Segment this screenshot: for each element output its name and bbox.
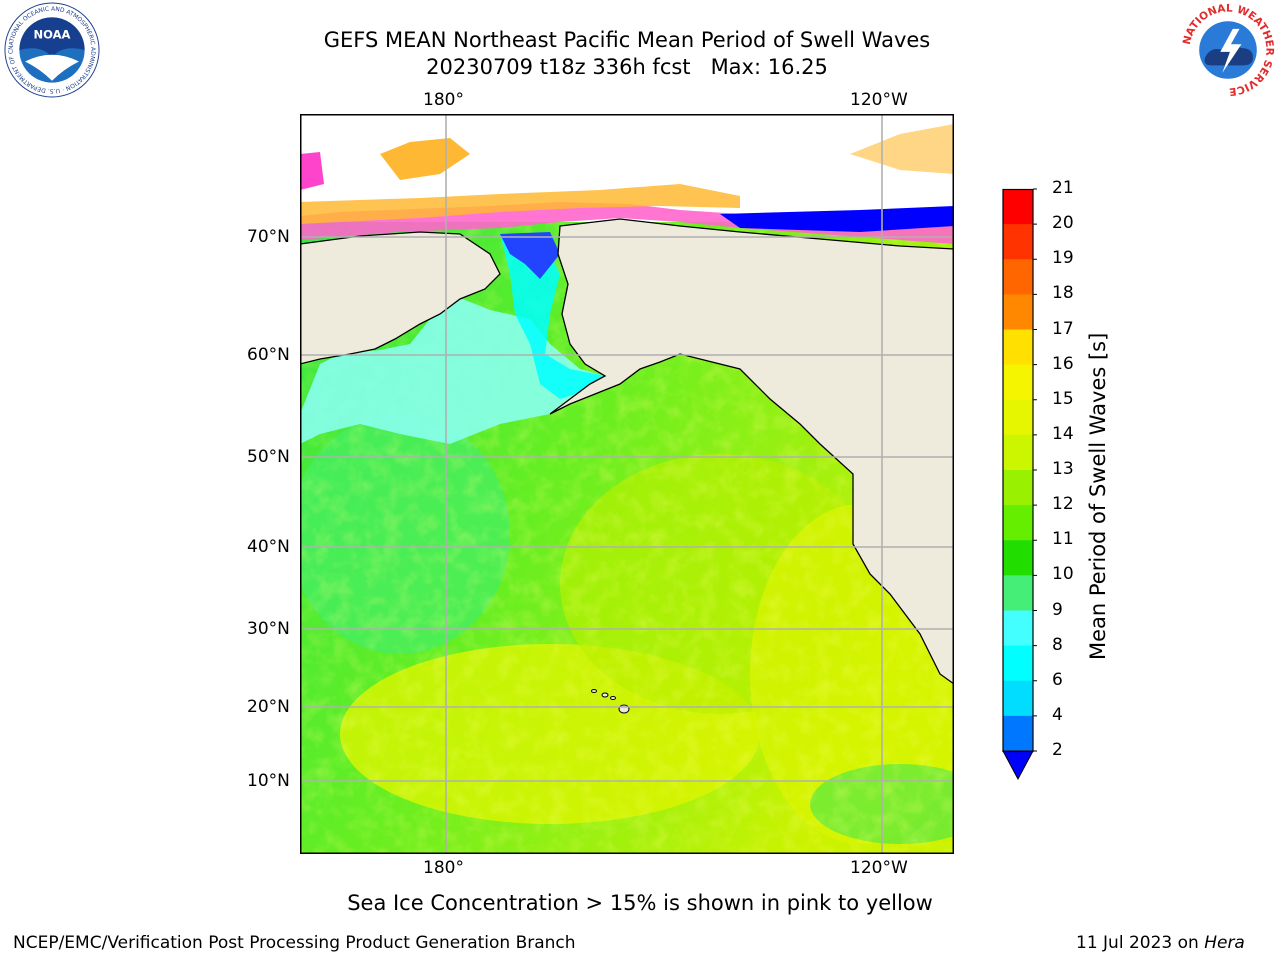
colorbar-segment: [1003, 399, 1033, 436]
lat-label-60n: 60°N: [247, 345, 290, 365]
lat-label-70n: 70°N: [247, 227, 290, 247]
colorbar-tick-label: 4: [1052, 704, 1063, 725]
colorbar-tick-label: 6: [1052, 669, 1063, 690]
noaa-logo: NATIONAL OCEANIC AND ATMOSPHERIC ADMINIS…: [1, 0, 100, 102]
chart-title-line1: GEFS MEAN Northeast Pacific Mean Period …: [323, 28, 931, 52]
colorbar-segment: [1003, 224, 1033, 260]
colorbar-tick-label: 12: [1052, 494, 1074, 515]
colorbar-tick-label: 10: [1052, 564, 1074, 585]
colorbar-tick-label: 13: [1052, 459, 1074, 479]
colorbar-segment: [1003, 715, 1033, 752]
colorbar-tick-label: 19: [1052, 248, 1074, 269]
lon-label-bottom-180: 180°: [423, 858, 464, 878]
colorbar-segment: [1003, 505, 1033, 541]
colorbar-ticks: 21 20 19 18 17 16 15 14 13 12 11 10 9 8 6 4 2: [1052, 0, 1092, 960]
caption: Sea Ice Concentration > 15% is shown in …: [347, 891, 933, 915]
colorbar-segment: [1003, 610, 1033, 647]
colorbar-segment: [1003, 434, 1033, 471]
colorbar-segment: [1003, 329, 1033, 366]
colorbar-tick-label: 20: [1052, 213, 1074, 234]
lat-label-50n: 50°N: [247, 447, 290, 467]
map-frame: [300, 114, 954, 854]
sea-ice-patch-1: [380, 138, 470, 180]
colorbar-label: Mean Period of Swell Waves [s]: [1086, 332, 1110, 660]
colorbar-tick-label: 17: [1052, 318, 1074, 339]
colorbar-tick-label: 18: [1052, 283, 1074, 304]
footer-left: NCEP/EMC/Verification Post Processing Pr…: [13, 933, 576, 953]
sea-ice-patch-2: [850, 124, 954, 174]
lon-label-top-180: 180°: [423, 90, 464, 110]
sea-ice-orange-band: [300, 184, 740, 224]
nws-logo: NATIONAL WEATHER SERVICE: [1180, 2, 1276, 102]
colorbar-tick-label: 14: [1052, 423, 1074, 444]
lat-label-30n: 30°N: [247, 619, 290, 639]
colorbar-segment: [1003, 259, 1033, 295]
colorbar-segment: [1003, 540, 1033, 576]
colorbar-segment: [1003, 189, 1033, 225]
footer-right: 11 Jul 2023 on Hera: [1076, 933, 1245, 953]
chart-title-line2: 20230709 t18z 336h fcst Max: 16.25: [426, 55, 828, 79]
svg-text:NOAA: NOAA: [34, 27, 71, 41]
colorbar-segment: [1003, 294, 1033, 330]
lon-label-bottom-120w: 120°W: [850, 858, 908, 878]
colorbar-label-wrap: Mean Period of Swell Waves [s]: [1086, 333, 1110, 684]
lat-label-20n: 20°N: [247, 697, 290, 717]
colorbar-segment: [1003, 470, 1033, 506]
colorbar-segment: [1003, 364, 1033, 401]
colorbar-tick-label: 2: [1052, 740, 1063, 760]
lat-label-10n: 10°N: [247, 771, 290, 791]
land-siberia: [299, 231, 501, 365]
footer-date: 11 Jul 2023 on: [1076, 933, 1205, 953]
colorbar-tick-label: 9: [1052, 599, 1063, 620]
footer-host: Hera: [1204, 933, 1245, 953]
chukchi-low-period: [500, 232, 560, 279]
colorbar-tick-label: 16: [1052, 353, 1074, 374]
colorbar-tick-label: 21: [1052, 178, 1074, 198]
sea-ice-patch-3: [300, 152, 324, 190]
colorbar-segment: [1003, 645, 1033, 682]
colorbar-tick-label: 8: [1052, 634, 1063, 655]
land-north-america: [549, 218, 955, 686]
map-panel: [290, 114, 990, 854]
bering-strait-cyan: [500, 234, 605, 399]
graticule: [300, 114, 954, 854]
colorbar-tick-label: 15: [1052, 388, 1074, 409]
colorbar-tick-label: 11: [1052, 529, 1074, 550]
colorbar-svg: [1002, 188, 1037, 781]
map-svg: [290, 114, 990, 854]
colorbar: [1002, 188, 1037, 781]
lat-label-40n: 40°N: [247, 537, 290, 557]
colorbar-segment: [1003, 575, 1033, 611]
colorbar-extend-triangle: [1002, 750, 1034, 781]
beaufort-low-period: [720, 206, 954, 232]
lon-label-top-120w: 120°W: [850, 90, 908, 110]
colorbar-segment: [1003, 680, 1033, 717]
